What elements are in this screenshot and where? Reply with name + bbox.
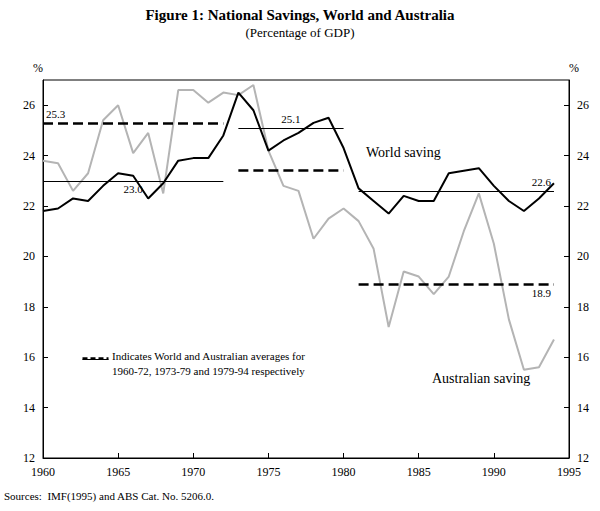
svg-text:%: % <box>569 61 579 75</box>
svg-text:%: % <box>33 61 43 75</box>
svg-text:14: 14 <box>23 401 35 415</box>
svg-text:16: 16 <box>577 350 589 364</box>
svg-text:24: 24 <box>23 149 35 163</box>
svg-text:18: 18 <box>23 300 35 314</box>
svg-text:1965: 1965 <box>106 465 130 479</box>
svg-text:(Percentage of GDP): (Percentage of GDP) <box>245 25 354 40</box>
svg-text:1960: 1960 <box>31 465 55 479</box>
svg-text:Figure 1: National Savings, Wo: Figure 1: National Savings, World and Au… <box>145 7 455 23</box>
svg-text:24: 24 <box>577 149 589 163</box>
svg-text:20: 20 <box>23 249 35 263</box>
svg-text:20: 20 <box>577 249 589 263</box>
svg-text:22.6: 22.6 <box>532 176 552 188</box>
svg-text:16: 16 <box>23 350 35 364</box>
svg-text:World saving: World saving <box>366 145 441 160</box>
svg-text:12: 12 <box>23 451 35 465</box>
svg-text:Australian saving: Australian saving <box>432 371 530 386</box>
svg-text:1970: 1970 <box>181 465 205 479</box>
svg-text:18.9: 18.9 <box>532 287 552 299</box>
svg-text:26: 26 <box>23 98 35 112</box>
svg-text:18: 18 <box>577 300 589 314</box>
svg-text:22: 22 <box>23 199 35 213</box>
svg-text:23.0: 23.0 <box>124 183 144 195</box>
svg-text:1990: 1990 <box>482 465 506 479</box>
svg-text:Sources: IMF(1995) and ABS Ca: Sources: IMF(1995) and ABS Cat. No. 5206… <box>4 490 214 503</box>
svg-text:26: 26 <box>577 98 589 112</box>
svg-text:1960-72, 1973-79 and 1979-94 r: 1960-72, 1973-79 and 1979-94 respectivel… <box>112 365 305 377</box>
svg-text:12: 12 <box>577 451 589 465</box>
svg-text:Indicates World and Australian: Indicates World and Australian averages … <box>112 350 305 362</box>
svg-text:25.1: 25.1 <box>281 113 300 125</box>
svg-text:1975: 1975 <box>256 465 280 479</box>
svg-text:14: 14 <box>577 401 589 415</box>
svg-text:22: 22 <box>577 199 589 213</box>
svg-text:1995: 1995 <box>557 465 581 479</box>
svg-text:25.3: 25.3 <box>46 108 66 120</box>
svg-text:1980: 1980 <box>332 465 356 479</box>
svg-text:1985: 1985 <box>407 465 431 479</box>
